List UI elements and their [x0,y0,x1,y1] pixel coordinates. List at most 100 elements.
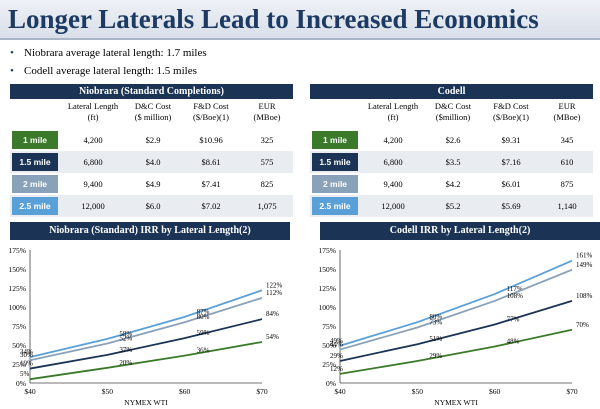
y-tick-label: 125% [319,284,337,293]
bullet-icon: • [10,47,14,59]
row-label: 2 mile [12,175,58,193]
column-header: Lateral Length (ft) [62,101,124,123]
x-tick-label: $50 [102,387,114,396]
column-header: F&D Cost ($/Boe)(1) [182,101,240,123]
y-tick-label: 175% [9,246,27,255]
series-line-mile2 [29,297,263,362]
data-label: 37% [119,346,132,354]
x-tick-label: $60 [489,387,501,396]
column-header-line: F&D Cost [193,101,229,111]
column-header-line: ($/Boe)(1) [493,112,529,122]
data-label: 108% [576,292,593,300]
table-cell: $4.9 [145,179,161,189]
table-row: 2 mile 9,400 $4.9 $7.41 825 [10,173,293,195]
column-header: Lateral Length (ft) [362,101,424,123]
data-label: 122% [266,281,283,289]
series-line-mile25 [29,289,263,359]
data-label: 51% [429,335,442,343]
table-cell: 12,000 [381,201,405,211]
bullet-text: Codell average lateral length: 1.5 miles [24,65,197,77]
data-label: 149% [576,261,593,269]
y-tick-label: 25% [12,360,26,369]
table-cell: $7.41 [201,179,221,189]
y-tick-label: 75% [322,322,336,331]
x-axis-label: NYMEX WTI [124,398,168,407]
y-tick-label: 75% [12,322,26,331]
table-row: 2 mile 9,400 $4.2 $6.01 875 [310,173,593,195]
table-cell: $9.31 [501,135,521,145]
table-cell: 875 [560,179,574,189]
table-row: 1.5 mile 6,800 $4.0 $8.61 575 [10,151,293,173]
table-cell: $6.0 [145,201,161,211]
title-bar: Longer Laterals Lead to Increased Econom… [0,0,600,40]
table-row: 1 mile 4,200 $2.9 $10.96 325 [10,129,293,151]
column-header-line: Lateral Length [67,101,119,111]
data-label: 77% [507,315,520,323]
table-title: Codell [310,84,593,99]
data-label: 161% [576,252,593,260]
column-header-line: D&C Cost [134,101,172,111]
chart-title: Niobrara (Standard) IRR by Lateral Lengt… [10,222,290,240]
data-label: 73% [429,319,442,327]
series-line-mile1 [29,341,263,381]
codell-irr-chart: Codell IRR by Lateral Length(2) 0% 25% 50%… [310,222,600,409]
bullet-list: • Niobrara average lateral length: 1.7 mi… [10,44,207,80]
table-cell: 4,200 [83,135,103,145]
row-label: 2.5 mile [12,197,58,215]
series-line-mile25 [339,259,573,347]
table-row: 1 mile 4,200 $2.6 $9.31 345 [310,129,593,151]
y-tick-label: 0% [16,379,26,388]
data-label: 44% [330,341,343,349]
y-tick-label: 50% [322,341,336,350]
page-title: Longer Laterals Lead to Increased Econom… [8,4,539,34]
chart-plot: 0% 25% 50% 75% 100% 125% 150% 175% $40 $50 $60 $70 N… [9,246,283,407]
table-cell: $4.2 [445,179,461,189]
column-header: EUR (MBoe) [542,101,592,123]
data-label: 108% [507,292,524,300]
table-column-headers: Lateral Length (ft) D&C Cost ($million) F&… [310,99,593,129]
table-cell: 9,400 [383,179,403,189]
x-tick-label: $40 [24,387,36,396]
table-cell: $6.01 [501,179,521,189]
x-tick-label: $70 [256,387,268,396]
table-cell: $7.02 [201,201,221,211]
table-cell: 12,000 [81,201,105,211]
column-header-line: EUR [558,101,576,111]
table-cell: $5.69 [501,201,521,211]
column-header: F&D Cost ($/Boe)(1) [482,101,540,123]
series-line-mile1 [339,328,573,375]
row-label: 2 mile [312,175,358,193]
data-label: 70% [576,321,589,329]
data-label: 58% [119,330,132,338]
y-tick-label: 100% [9,303,27,312]
data-label: 84% [266,310,279,318]
table-row: 2.5 mile 12,000 $5.2 $5.69 1,140 [310,195,593,217]
y-tick-label: 100% [319,303,337,312]
table-cell: $10.96 [199,135,223,145]
table-cell: $8.61 [201,157,221,167]
column-header-line: (ft) [387,112,399,122]
column-header: EUR (MBoe) [242,101,292,123]
niobrara-irr-chart: Niobrara (Standard) IRR by Lateral Lengt… [0,222,290,409]
data-label: 87% [197,308,210,316]
table-cell: $2.6 [445,135,461,145]
data-label: 80% [429,313,442,321]
column-header-line: F&D Cost [493,101,529,111]
chart-plot: 0% 25% 50% 75% 100% 125% 150% 175% $40 $50 $60 $70 N… [319,246,593,407]
niobrara-table: Niobrara (Standard Completions) Lateral … [10,84,293,217]
row-label: 1 mile [312,131,358,149]
row-label: 2.5 mile [312,197,358,215]
table-cell: 9,400 [83,179,103,189]
table-cell: 575 [260,157,274,167]
data-label: 80% [197,313,210,321]
bullet-icon: • [10,65,14,77]
data-label: 49% [330,337,343,345]
y-tick-label: 150% [319,265,337,274]
table-cell: 825 [260,179,274,189]
x-tick-label: $40 [334,387,346,396]
table-cell: 1,140 [557,201,577,211]
column-header-line: ($million) [435,112,471,122]
data-label: 29% [330,352,343,360]
data-label: 48% [507,338,520,346]
row-label: 1.5 mile [312,153,358,171]
